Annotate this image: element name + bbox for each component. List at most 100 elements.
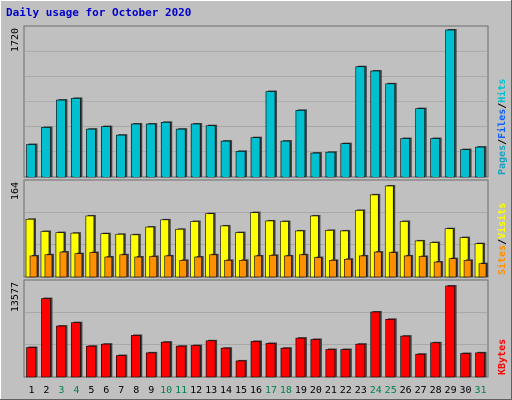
- series-legend: Sites/Visits: [496, 203, 508, 275]
- bar-sites-day-15: [239, 260, 247, 278]
- panel-kbytes: 13577 KBytes: [10, 279, 508, 378]
- bar-pages-day-8: [134, 125, 140, 177]
- bar-kbytes-day-6: [101, 343, 111, 378]
- bar-kbytes-day-1: [26, 347, 36, 378]
- bar-kbytes-day-16: [250, 341, 261, 378]
- day-label-23: 23: [355, 385, 367, 396]
- chart-title: Daily usage for October 2020: [6, 6, 191, 19]
- bar-sites-day-10: [164, 255, 173, 278]
- bar-kbytes-day-7: [116, 355, 126, 378]
- bar-kbytes-day-9: [145, 352, 156, 378]
- bar-pages-day-3: [59, 102, 65, 177]
- bar-sites-day-8: [134, 256, 143, 278]
- bar-sites-day-4: [74, 253, 83, 278]
- day-label-5: 5: [88, 385, 94, 396]
- bar-pages-day-4: [74, 100, 80, 177]
- bar-kbytes-day-20: [310, 339, 321, 378]
- bar-kbytes-day-28: [430, 342, 440, 378]
- day-label-2: 2: [43, 385, 49, 396]
- bar-sites-day-16: [254, 255, 262, 278]
- bar-sites-day-22: [344, 258, 352, 278]
- bar-sites-day-30: [463, 260, 472, 278]
- day-label-7: 7: [118, 385, 124, 396]
- bar-kbytes-day-8: [130, 335, 141, 378]
- bar-sites-day-29: [448, 258, 457, 278]
- bar-pages-day-31: [478, 148, 484, 177]
- bar-sites-day-9: [149, 256, 158, 278]
- day-label-27: 27: [415, 385, 427, 396]
- bar-pages-day-28: [433, 140, 439, 177]
- bar-pages-day-6: [104, 128, 110, 177]
- bar-kbytes-day-2: [41, 298, 51, 378]
- legend-hits: Hits: [496, 79, 508, 103]
- bar-kbytes-day-3: [56, 325, 66, 378]
- bar-sites-day-14: [224, 260, 232, 278]
- bar-pages-day-10: [164, 124, 170, 177]
- bar-sites-day-13: [209, 254, 217, 278]
- bar-kbytes-day-13: [205, 340, 216, 378]
- bar-pages-day-12: [194, 124, 200, 177]
- bar-pages-day-30: [463, 151, 469, 177]
- bar-sites-day-17: [269, 255, 277, 278]
- legend-separator: /: [497, 103, 508, 109]
- legend-files: Files: [496, 109, 508, 139]
- bar-sites-day-7: [119, 254, 128, 278]
- legend-sites: Sites: [496, 245, 508, 275]
- y-max-label: 164: [10, 182, 21, 200]
- bar-pages-day-7: [119, 135, 125, 177]
- bar-pages-day-1: [29, 145, 35, 177]
- bar-pages-day-14: [224, 141, 230, 177]
- bar-sites-day-12: [194, 256, 202, 278]
- day-label-22: 22: [340, 385, 352, 396]
- bar-pages-day-22: [343, 145, 349, 177]
- bar-sites-day-25: [388, 252, 397, 278]
- bar-pages-day-25: [388, 85, 394, 177]
- day-label-31: 31: [474, 385, 486, 396]
- bar-sites-day-31: [478, 263, 487, 278]
- day-label-6: 6: [103, 385, 109, 396]
- bar-pages-day-20: [313, 153, 319, 177]
- bar-pages-day-17: [268, 93, 274, 177]
- bar-sites-day-19: [299, 254, 307, 278]
- bar-sites-day-27: [418, 256, 427, 278]
- series-legend: KBytes: [497, 339, 508, 375]
- bar-pages-day-27: [418, 110, 424, 177]
- bar-kbytes-day-25: [385, 319, 396, 378]
- bar-kbytes-day-26: [400, 335, 410, 378]
- day-label-1: 1: [28, 385, 34, 396]
- bar-sites-day-26: [403, 255, 412, 278]
- legend-pages: Pages: [497, 145, 508, 175]
- panel-visits-sites: 164 Sites/Visits: [10, 179, 508, 278]
- bar-sites-day-28: [433, 261, 442, 278]
- bar-pages-day-15: [239, 152, 245, 177]
- bar-pages-day-24: [373, 72, 379, 177]
- day-label-20: 20: [310, 385, 322, 396]
- series-legend: Pages/Files/Hits: [496, 79, 508, 175]
- legend-separator: /: [497, 239, 508, 245]
- bar-kbytes-day-4: [71, 322, 81, 378]
- day-label-25: 25: [385, 385, 397, 396]
- bar-sites-day-23: [358, 255, 367, 278]
- bar-kbytes-day-31: [475, 352, 485, 378]
- bar-kbytes-day-30: [460, 353, 470, 378]
- bar-pages-day-26: [403, 139, 409, 177]
- day-label-14: 14: [220, 385, 232, 396]
- bar-kbytes-day-29: [445, 285, 455, 378]
- bar-pages-day-23: [358, 68, 364, 177]
- bar-sites-day-2: [44, 254, 53, 278]
- day-label-30: 30: [460, 385, 472, 396]
- day-label-9: 9: [148, 385, 154, 396]
- bar-sites-day-1: [29, 255, 38, 278]
- bar-pages-day-2: [44, 129, 50, 177]
- bar-sites-day-3: [59, 251, 68, 278]
- bar-sites-day-5: [89, 252, 98, 278]
- bar-sites-day-20: [314, 257, 322, 278]
- bar-kbytes-day-17: [265, 343, 276, 378]
- bar-kbytes-day-18: [280, 347, 291, 378]
- day-label-16: 16: [250, 385, 262, 396]
- bar-kbytes-day-19: [295, 337, 306, 378]
- legend-kbytes: KBytes: [497, 339, 508, 375]
